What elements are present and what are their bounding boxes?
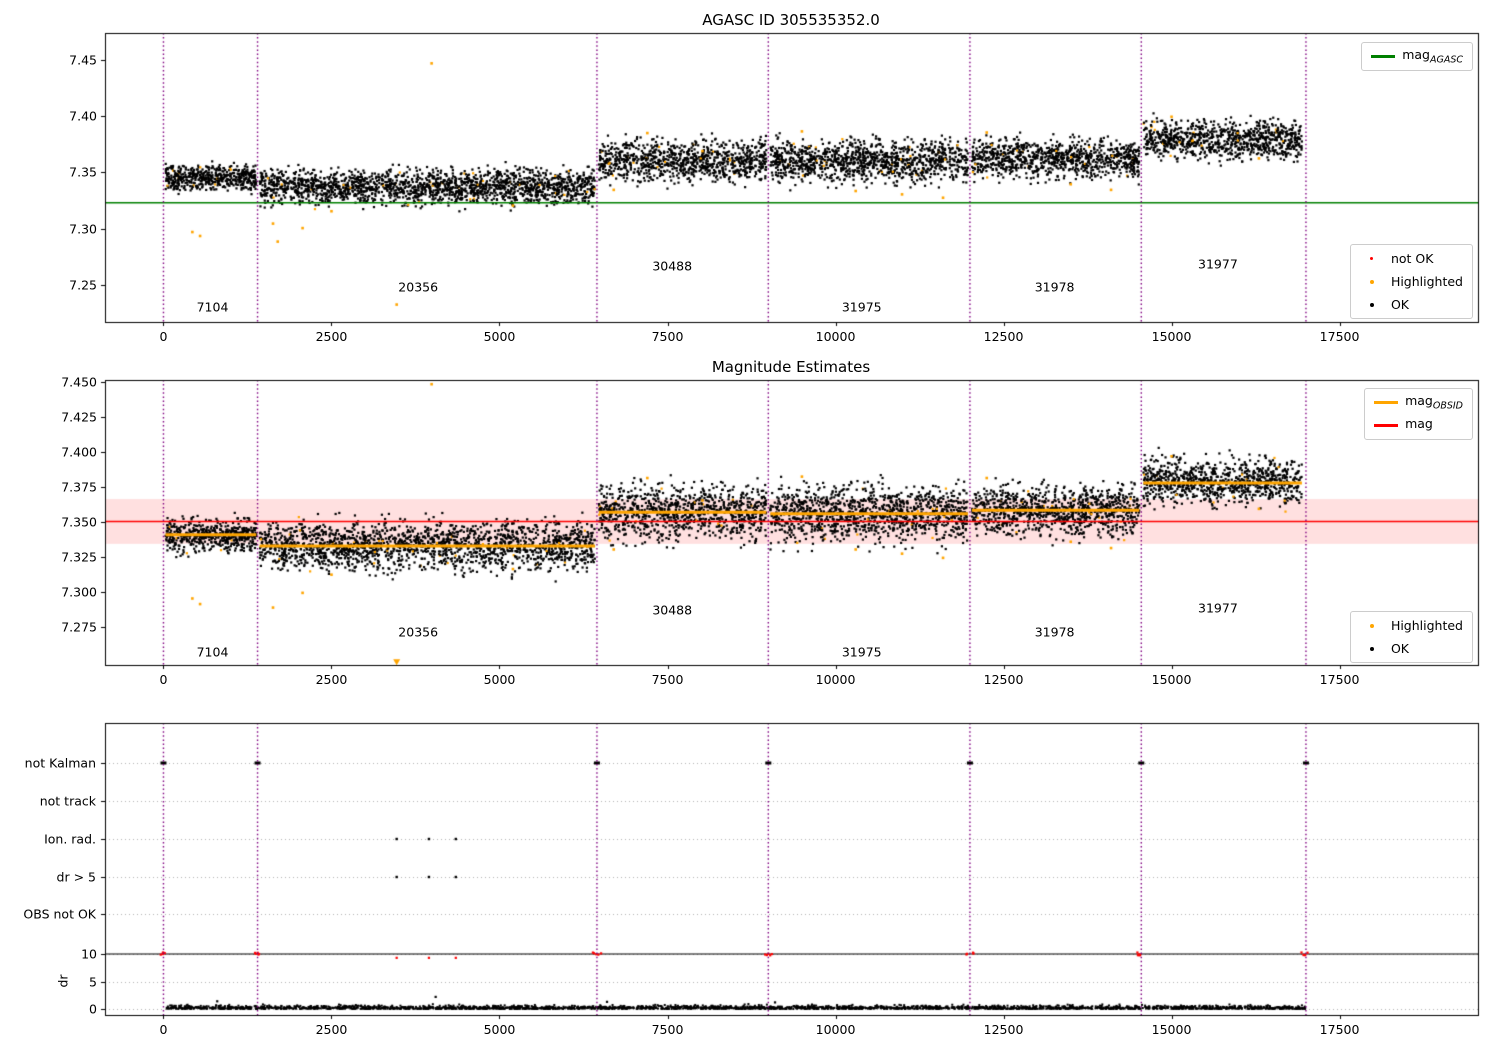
middle-chart-line-legend: magOBSID mag xyxy=(1364,388,1473,440)
ok-marker-swatch xyxy=(1369,646,1374,651)
legend-label-highlighted: Highlighted xyxy=(1390,618,1463,633)
legend-item-mag-obsid: magOBSID xyxy=(1374,393,1463,412)
middle-chart-title: Magnitude Estimates xyxy=(711,358,871,376)
legend-item-highlighted: Highlighted xyxy=(1360,273,1463,290)
top-chart-marker-legend: not OK Highlighted OK xyxy=(1349,244,1473,319)
highlighted-marker-swatch xyxy=(1369,279,1374,284)
legend-label-highlighted: Highlighted xyxy=(1390,274,1463,289)
legend-item-mag-agasc: magAGASC xyxy=(1371,47,1463,66)
top-chart-line-legend: magAGASC xyxy=(1361,42,1473,71)
top-chart-title: AGASC ID 305535352.0 xyxy=(702,11,880,29)
mag-obsid-line-swatch xyxy=(1374,400,1399,405)
mag-agasc-line-swatch xyxy=(1371,55,1396,58)
legend-label-not-ok: not OK xyxy=(1390,251,1434,266)
legend-label-ok: OK xyxy=(1390,297,1409,312)
not-ok-marker-swatch xyxy=(1370,257,1374,260)
legend-label-mag-agasc: magAGASC xyxy=(1402,47,1463,66)
legend-item-mag: mag xyxy=(1374,416,1463,434)
legend-item-highlighted: Highlighted xyxy=(1360,617,1463,634)
middle-chart-marker-legend: Highlighted OK xyxy=(1349,611,1473,663)
dr-axis-label: dr xyxy=(55,974,71,988)
legend-label-ok: OK xyxy=(1390,641,1409,656)
legend-item-ok: OK xyxy=(1360,296,1463,313)
legend-item-ok: OK xyxy=(1360,640,1463,657)
mag-line-swatch xyxy=(1374,424,1399,427)
highlighted-marker-swatch xyxy=(1369,623,1374,628)
legend-item-not-ok: not OK xyxy=(1360,250,1463,267)
legend-label-mag: mag xyxy=(1405,416,1433,432)
legend-label-mag-obsid: magOBSID xyxy=(1405,393,1463,412)
ok-marker-swatch xyxy=(1369,302,1374,307)
